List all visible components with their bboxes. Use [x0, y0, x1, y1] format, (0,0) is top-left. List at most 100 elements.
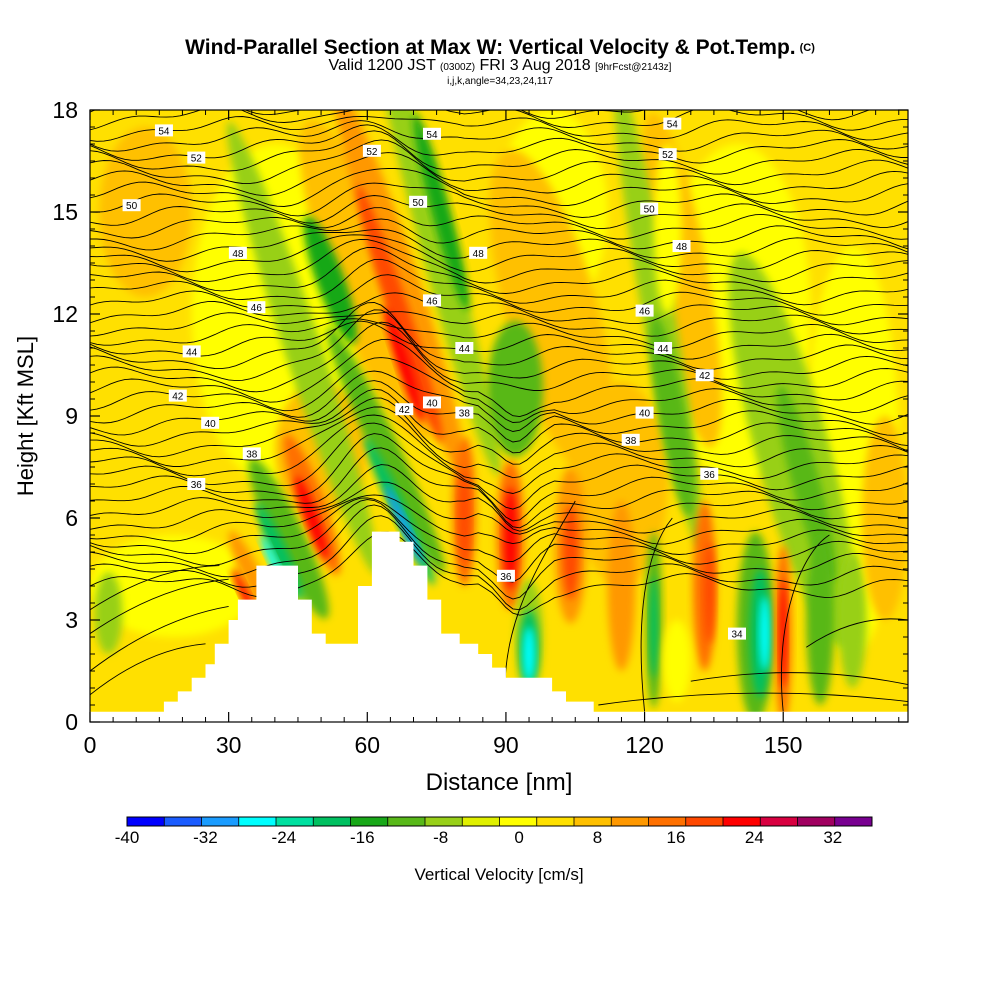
theta-contour-line	[90, 247, 908, 295]
velocity-cell	[607, 501, 636, 671]
colorbar-tick-label: -16	[350, 828, 375, 847]
contour-label: 40	[426, 398, 438, 409]
velocity-cell	[649, 315, 695, 517]
contour-label-box	[409, 195, 428, 208]
theta-contour-line	[90, 182, 908, 218]
contour-label: 40	[639, 409, 651, 420]
contour-label: 50	[126, 201, 138, 212]
velocity-cell	[99, 127, 192, 297]
theta-contour-line	[90, 110, 908, 131]
x-tick-label: 0	[84, 732, 97, 758]
contour-label-box	[228, 246, 247, 259]
theta-contour-line	[90, 120, 908, 152]
contour-label-box	[700, 467, 719, 480]
y-tick-label: 12	[52, 301, 78, 327]
x-axis-label: Distance [nm]	[426, 769, 573, 796]
colorbar-label: Vertical Velocity [cm/s]	[414, 865, 583, 884]
contour-label: 48	[232, 249, 244, 260]
contour-label: 38	[625, 436, 637, 447]
theta-contour-line	[90, 63, 908, 109]
contour-label: 44	[657, 344, 669, 355]
velocity-cell	[94, 572, 123, 654]
contour-label: 46	[426, 296, 438, 307]
theta-contour-line	[90, 357, 908, 423]
colorbar-swatch	[797, 817, 836, 826]
velocity-cell	[384, 306, 425, 424]
theta-contour-line	[90, 195, 908, 230]
contour-label: 42	[172, 392, 184, 403]
theta-contour-line	[780, 534, 830, 712]
theta-contour-line	[90, 504, 908, 600]
contour-label-box	[658, 148, 677, 161]
theta-contour-line	[90, 338, 908, 418]
velocity-cell	[334, 110, 466, 475]
colorbar-tick-label: 0	[514, 828, 523, 847]
theta-contour-line	[90, 234, 908, 273]
theta-contour-line	[90, 318, 908, 349]
y-tick-label: 3	[65, 607, 78, 633]
velocity-cell	[523, 626, 536, 682]
contour-label: 54	[158, 126, 170, 137]
chart-title-text: Wind-Parallel Section at Max W: Vertical…	[185, 36, 796, 59]
colorbar-swatch	[238, 817, 277, 826]
contour-label: 38	[246, 449, 258, 460]
contour-label-box	[635, 406, 654, 419]
colorbar-swatch	[723, 817, 761, 826]
theta-contour-line	[806, 618, 908, 648]
contour-label-box	[122, 199, 141, 212]
theta-contour-line	[90, 406, 908, 479]
theta-contour-line	[598, 692, 908, 706]
colorbar-tick-label: -24	[272, 828, 297, 847]
y-axis-label: Height [Kft MSL]	[13, 336, 38, 496]
velocity-cell	[779, 579, 787, 688]
x-tick-label: 90	[493, 732, 519, 758]
theta-contour-line	[90, 152, 908, 197]
contour-label-box	[728, 627, 747, 640]
theta-contour-line	[90, 321, 908, 393]
theta-contour-line	[90, 258, 908, 306]
colorbar-swatch	[313, 817, 351, 826]
contour-label: 48	[473, 249, 485, 260]
theta-contour-line	[90, 531, 908, 616]
contour-label-box	[187, 478, 206, 490]
contour-labels: 54 54 54 52 52 52 50 50 50 48 48 48 46 46 46 44 44 44 42 42…	[122, 117, 747, 641]
colorbar-swatch	[425, 817, 463, 826]
colorbar-swatch	[574, 817, 612, 826]
velocity-cell	[663, 620, 691, 702]
theta-contour-line	[90, 238, 908, 284]
theta-contour-line	[90, 643, 206, 696]
theta-contour-line	[90, 447, 908, 529]
contour-label-box	[469, 246, 488, 259]
contour-label: 50	[413, 198, 425, 209]
contour-label: 48	[676, 242, 688, 253]
x-tick-label: 30	[216, 732, 242, 758]
colorbar-tick-label: -40	[115, 828, 140, 847]
colorbar-swatch	[387, 817, 426, 826]
contour-label-box	[187, 151, 206, 164]
contour-label: 52	[662, 150, 674, 161]
contour-label: 44	[459, 344, 471, 355]
contour-label-box	[640, 202, 659, 215]
colorbar-tick-label: 16	[666, 828, 685, 847]
terrain-mask	[90, 531, 908, 722]
contour-label: 36	[704, 470, 716, 481]
contour-label: 38	[459, 409, 471, 420]
contour-label-box	[672, 240, 691, 252]
contour-label-box	[395, 403, 414, 416]
valid-utc: (0300Z)	[440, 62, 476, 73]
theta-contour-line	[90, 218, 908, 251]
colorbar-swatch	[499, 817, 538, 826]
theta-contour-line	[90, 433, 908, 522]
contour-label-box	[422, 396, 441, 409]
contour-label-box	[422, 127, 441, 140]
velocity-cell	[413, 113, 470, 311]
contour-label-box	[182, 345, 201, 358]
theta-contour-line	[90, 464, 908, 532]
colorbar-tick-label: 8	[593, 828, 602, 847]
colorbar-swatch	[611, 817, 649, 826]
valid-time: Valid 1200 JST	[328, 57, 436, 74]
copyright-mark: (C)	[799, 42, 815, 54]
theta-contour-line	[690, 672, 908, 686]
theta-contour-line	[90, 228, 908, 262]
